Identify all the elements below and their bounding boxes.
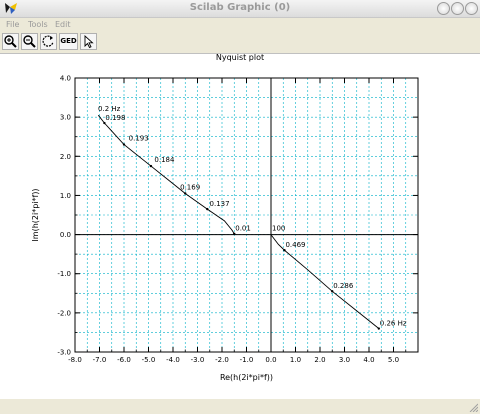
x-tick-label: -5.0 (142, 356, 156, 364)
rotate-button[interactable] (40, 33, 57, 50)
data-point-marker (103, 121, 106, 125)
frequency-label: 0.01 (235, 225, 251, 233)
data-point-marker (233, 232, 236, 235)
y-tick-label: 2.0 (60, 153, 71, 161)
data-point-marker (377, 327, 380, 330)
status-bar (0, 399, 480, 414)
x-tick-label: -2.0 (215, 356, 229, 364)
x-tick-label: 5.0 (388, 356, 399, 364)
series (97, 114, 380, 329)
frequency-label: 0.137 (210, 200, 230, 208)
frequency-label: 0.469 (285, 241, 305, 249)
frequency-label: 100 (272, 225, 285, 233)
data-point-marker (206, 207, 209, 211)
window-titlebar: Scilab Graphic (0) (0, 0, 480, 18)
resize-grip-icon[interactable] (468, 402, 478, 412)
markers (103, 121, 380, 330)
scilab-app-icon (5, 3, 17, 14)
x-tick-label: 2.0 (314, 356, 325, 364)
x-tick-label: 4.0 (363, 356, 374, 364)
x-tick-label: -3.0 (191, 356, 205, 364)
zoom-in-icon (4, 35, 17, 48)
close-button[interactable] (465, 2, 478, 15)
x-tick-label: -7.0 (93, 356, 107, 364)
x-tick-label: -1.0 (240, 356, 254, 364)
menu-file[interactable]: File (6, 20, 20, 29)
frequency-label: 0.169 (180, 184, 200, 192)
toolbar: GED (0, 32, 480, 52)
grid (74, 77, 419, 353)
x-tick-label: -8.0 (68, 356, 82, 364)
data-point-marker (283, 249, 286, 252)
menu-bar: File Tools Edit (0, 18, 480, 31)
pointer-icon (84, 34, 94, 49)
x-axis-label: Re(h(2i*pi*f)) (220, 373, 273, 382)
y-tick-label: -1.0 (57, 270, 71, 278)
y-tick-label: -2.0 (57, 309, 71, 317)
nyquist-chart: Nyquist plot -8.0 -7.0 -6.0 -5.0 -4.0 -3.0 -2.… (31, 54, 419, 382)
window-title: Scilab Graphic (0) (189, 2, 291, 13)
geo-button[interactable]: GED (59, 33, 78, 50)
rotate-icon (42, 35, 54, 47)
x-tick-label: 1.0 (290, 356, 301, 364)
minimize-button[interactable] (437, 2, 450, 15)
x-tick-label: -4.0 (166, 356, 180, 364)
y-tick-label: 4.0 (60, 75, 71, 83)
y-tick-label: 1.0 (60, 192, 71, 200)
menu-edit[interactable]: Edit (55, 20, 71, 29)
data-point-marker (149, 164, 153, 168)
nyquist-curve-2 (271, 235, 380, 329)
ticks: -8.0 -7.0 -6.0 -5.0 -4.0 -3.0 -2.0 -1.0 0.0 1.0 2.… (57, 75, 419, 364)
maximize-button[interactable] (451, 2, 464, 15)
y-axis-label: Im(h(2i*pi*f)) (31, 188, 40, 241)
data-point-marker (331, 290, 334, 293)
menu-tools[interactable]: Tools (28, 20, 48, 29)
data-point-marker (122, 143, 126, 146)
y-tick-label: 3.0 (60, 114, 71, 122)
graphic-canvas[interactable]: Nyquist plot -8.0 -7.0 -6.0 -5.0 -4.0 -3.0 -2.… (0, 53, 480, 400)
chart-title: Nyquist plot (216, 54, 264, 62)
zoom-out-button[interactable] (21, 33, 38, 50)
zoom-in-button[interactable] (2, 33, 19, 50)
zoom-out-icon (23, 35, 36, 48)
x-tick-label: -6.0 (117, 356, 131, 364)
data-point-marker (184, 192, 187, 195)
frequency-label: 0.193 (129, 135, 149, 143)
frequency-label: 0.198 (105, 114, 125, 122)
frequency-label: 0.286 (333, 282, 354, 290)
y-tick-label: 0.0 (60, 231, 71, 239)
pointer-button[interactable] (80, 33, 97, 50)
nyquist-curve-1 (97, 114, 235, 235)
frequency-label: 0.184 (154, 156, 175, 164)
geo-button-label: GED (60, 37, 77, 45)
frequency-label: 0.26 Hz (380, 319, 407, 327)
x-tick-label: 0.0 (265, 356, 276, 364)
frequency-label: 0.2 Hz (98, 105, 121, 113)
y-tick-label: -3.0 (57, 349, 71, 357)
x-tick-label: 3.0 (339, 356, 350, 364)
